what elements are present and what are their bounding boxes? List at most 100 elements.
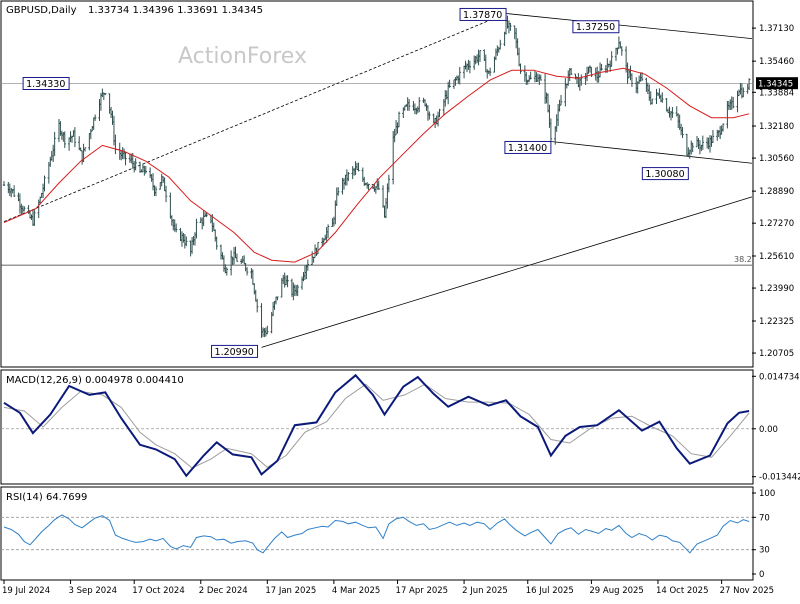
ohlc-bar: [428, 111, 431, 120]
rsi-y-tick-label: 0: [759, 570, 764, 580]
watermark: ActionForex: [178, 44, 307, 69]
ohlc-bar: [174, 223, 178, 233]
ohlc-bar: [33, 209, 36, 226]
ohlc-bar: [357, 162, 360, 172]
ohlc-bar: [747, 78, 751, 90]
rsi-title: RSI(14) 64.7699: [6, 492, 87, 503]
ohlc-bar: [488, 67, 492, 76]
ohlc-bar: [681, 127, 684, 139]
ohlc-bar: [73, 127, 77, 148]
ohlc-bar: [195, 218, 198, 239]
x-axis-tick-label: 29 Aug 2025: [589, 586, 643, 596]
annotation-label: 1.31400: [508, 143, 547, 154]
ohlc-bar: [276, 296, 279, 301]
current-price-tag: 1.34345: [756, 77, 798, 90]
x-axis-tick-label: 17 Jan 2025: [265, 586, 316, 596]
x-axis-tick-label: 17 Apr 2025: [396, 586, 449, 596]
x-axis-tick-label: 19 Jul 2024: [2, 586, 50, 596]
ohlc-bar: [154, 186, 158, 197]
ohlc-bar: [529, 71, 532, 80]
macd-y-tick-label: 0.00: [759, 425, 778, 435]
x-axis-tick-label: 14 Oct 2025: [656, 586, 709, 596]
ohlc-bar: [215, 236, 218, 250]
ohlc-bar: [580, 74, 583, 86]
ohlc-bar: [164, 185, 168, 203]
ohlc-bar: [407, 99, 411, 111]
ohlc-bar: [23, 206, 26, 212]
ohlc-bar: [691, 142, 694, 153]
ohlc-bar: [93, 114, 97, 121]
trendline: [550, 141, 753, 164]
x-axis-tick-label: 3 Sep 2024: [69, 586, 117, 596]
x-axis-tick-label: 4 Mar 2025: [332, 586, 380, 596]
ohlc-bar: [124, 152, 127, 166]
ohlc-bar: [438, 108, 441, 118]
x-axis-tick-label: 17 Oct 2024: [132, 586, 185, 596]
price-y-tick-label: 1.20705: [759, 349, 794, 359]
price-y-tick-label: 1.23990: [759, 284, 794, 294]
ohlc-bar: [387, 174, 391, 193]
annotation-box: [22, 76, 70, 90]
ohlc-bar: [12, 185, 16, 198]
annotation-label: 1.37250: [576, 22, 615, 33]
annotation-label: 1.34330: [26, 79, 65, 90]
ohlc-bar: [458, 66, 461, 85]
ohlc-bar: [731, 97, 735, 109]
ohlc-bar: [367, 183, 370, 191]
ohlc-bar: [600, 63, 603, 71]
price-panel-frame: [0, 0, 754, 368]
current-price-label: 1.34345: [758, 80, 793, 90]
macd-title: MACD(12,26,9) 0.004978 0.004410: [6, 375, 184, 386]
ohlc-bar: [266, 325, 269, 335]
ohlc-bar: [509, 22, 512, 31]
ohlc-bar: [306, 259, 310, 271]
ohlc-bar: [610, 51, 613, 67]
trendline: [261, 196, 753, 348]
price-y-tick-label: 1.30560: [759, 154, 794, 164]
ohlc-bar: [205, 212, 208, 218]
annotation-label: 1.37870: [463, 10, 502, 21]
ohlc-bar: [255, 298, 259, 313]
ohlc-bar: [134, 158, 137, 171]
ohlc-bar: [225, 267, 229, 276]
macd-line: [3, 373, 750, 478]
x-axis-tick-label: 2 Dec 2024: [199, 586, 248, 596]
ohlc-bar: [347, 171, 350, 182]
rsi-panel-frame: [0, 486, 754, 581]
annotation-box: [504, 140, 552, 154]
ohlc-bar: [63, 131, 66, 148]
ohlc-bar: [569, 68, 573, 76]
ohlc-bar: [448, 79, 451, 88]
ohlc-bar: [620, 46, 623, 56]
rsi-line: [3, 514, 750, 554]
ohlc-bar: [43, 175, 46, 192]
ohlc-bar: [377, 180, 380, 190]
annotation-label: 1.30080: [645, 169, 684, 180]
macd-panel-frame: [0, 369, 754, 485]
price-y-tick-label: 1.33884: [759, 88, 794, 98]
ohlc-bar: [519, 63, 522, 74]
price-y-tick-label: 1.28890: [759, 187, 794, 197]
x-axis-tick-label: 16 Jul 2025: [526, 586, 574, 596]
ohlc-bar: [721, 123, 725, 132]
ohlc-bar: [539, 74, 542, 81]
ohlc-bar: [235, 253, 239, 262]
price-y-tick-label: 1.22325: [759, 317, 794, 327]
macd-y-tick-label: -0.013442: [759, 473, 800, 483]
ohlc-bar: [478, 50, 482, 62]
ohlc-bar: [742, 87, 745, 98]
ohlc-bar: [671, 107, 674, 118]
ohlc-bar: [499, 39, 502, 50]
ohlc-bar: [245, 267, 249, 276]
ohlc-bar: [337, 187, 340, 196]
price-y-tick-label: 1.37130: [759, 24, 794, 34]
ohlc-bar: [650, 98, 654, 105]
annotation-label: 1.20990: [215, 347, 254, 358]
trendline: [506, 13, 753, 39]
annotation-box: [211, 344, 259, 358]
price-annotation: 1.30080: [641, 167, 689, 181]
ohlc-bar: [661, 92, 664, 103]
rsi-y-tick-label: 70: [759, 513, 770, 523]
ohlc-bar: [2, 181, 6, 186]
